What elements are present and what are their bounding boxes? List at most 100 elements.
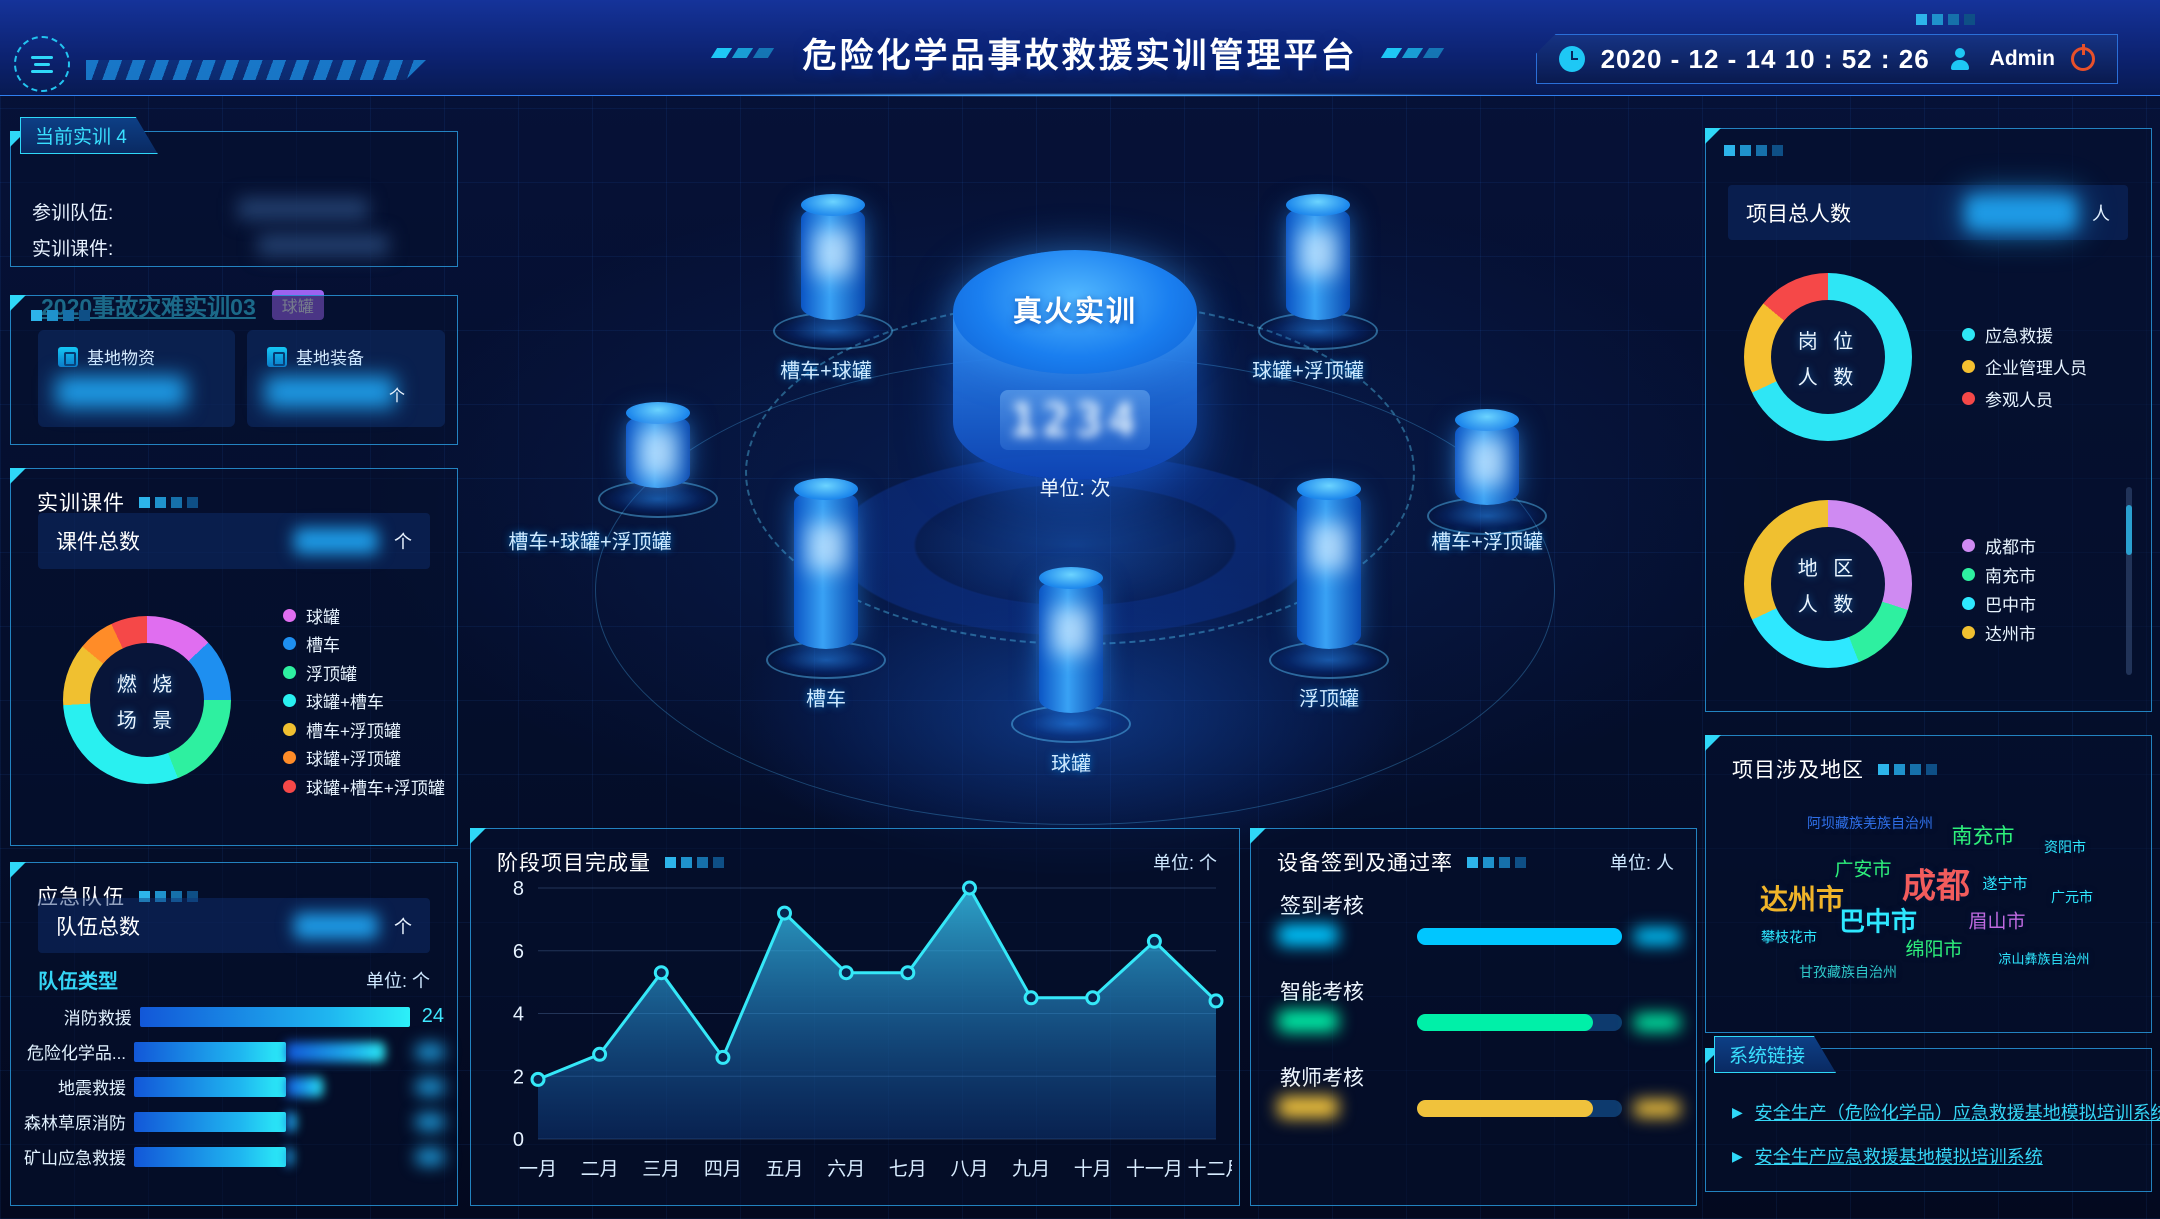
legend-dot-icon: [283, 637, 296, 651]
assessment-count-blurred: [1278, 1010, 1338, 1032]
decor-square: [1926, 763, 1937, 775]
donut-hole: [1771, 300, 1885, 414]
panel-title: 应急队伍: [37, 886, 125, 909]
scrollbar-thumb[interactable]: [2126, 505, 2132, 555]
legend-label: 成都市: [1985, 538, 2036, 557]
cloud-word: 凉山彝族自治州: [1998, 951, 2090, 967]
assessment-row: 签到考核: [1272, 888, 1702, 974]
decor-square: [1964, 14, 1975, 25]
panel-region-cloud: 项目涉及地区: [1705, 735, 2152, 1033]
progress-track: [1417, 1100, 1622, 1117]
total-unit: 人: [2092, 203, 2110, 224]
progress-fill: [1417, 1014, 1594, 1031]
team-bar-row: 矿山应急救援: [24, 1139, 444, 1174]
people-total-row: 项目总人数 人: [1728, 185, 2128, 240]
legend-item: 球罐: [283, 601, 445, 630]
legend-dot-icon: [283, 665, 296, 679]
post-count-legend: 应急救援 企业管理人员 参观人员: [1962, 318, 2087, 414]
cylinder-cap: [1039, 567, 1103, 589]
power-icon[interactable]: [2071, 44, 2095, 71]
decor-square: [79, 310, 90, 321]
svg-text:四月: 四月: [704, 1159, 742, 1180]
system-link[interactable]: ▶ 安全生产应急救援基地模拟培训系统: [1732, 1134, 2132, 1178]
decor-square: [171, 890, 182, 902]
assessment-progress-list: 签到考核 智能考核 教师考核: [1272, 888, 1702, 1146]
region-word-cloud: 阿坝藏族羌族自治州 南充市 资阳市 广安市 成都 遂宁市 广元市 达州市 巴中市 眉山市 攀枝花市绵…: [1705, 735, 2152, 1033]
cylinder-value-blurred: [1299, 230, 1337, 277]
triangle-bullet-icon: ▶: [1732, 1103, 1743, 1120]
field-value-blurred: [258, 234, 388, 256]
decor-square: [187, 496, 198, 508]
svg-text:4: 4: [513, 1004, 524, 1026]
stat-card-equipment: 基地装备 个: [247, 330, 445, 427]
cloud-word: 攀枝花市: [1761, 929, 1817, 945]
header-decor-stripes: [86, 60, 426, 80]
team-bar-chart: 消防救援 24 危险化学品... 地震救援 森林草原消防 矿山应急救援: [24, 999, 444, 1174]
panel-decor-squares: [1467, 856, 1531, 868]
cylinder-cap: [801, 194, 865, 216]
legend-dot-icon: [283, 779, 296, 793]
cloud-word: 资阳市: [2044, 839, 2086, 855]
supplies-icon: [58, 346, 78, 367]
assessment-rate-blurred: [1634, 1100, 1680, 1117]
panel-decor-squares: [1724, 145, 1788, 156]
scrollbar: [2126, 487, 2132, 675]
team-bar: [134, 1111, 406, 1132]
legend-item: 达州市: [1962, 618, 2036, 647]
assessment-label: 智能考核: [1280, 981, 1364, 1004]
datetime-label: 2020 - 12 - 14 10 : 52 : 26: [1600, 43, 1930, 74]
menu-icon[interactable]: [14, 36, 70, 92]
cylinder-base: [1269, 641, 1389, 679]
decor-square: [139, 496, 150, 508]
system-link-label: 安全生产应急救援基地模拟培训系统: [1754, 1147, 2043, 1167]
team-bar: [134, 1076, 406, 1097]
cylinder-value-blurred: [807, 524, 845, 571]
header-decor-squares: [1916, 14, 1980, 25]
svg-text:七月: 七月: [889, 1158, 927, 1180]
tab-current-training: 当前实训 4: [20, 117, 158, 154]
unit-label: 单位: 人: [1609, 853, 1674, 873]
burning-scene-legend: 球罐 槽车 浮顶罐 球罐+槽车 槽车+浮顶罐 球罐+浮顶罐 球罐+槽车+浮顶罐: [283, 601, 445, 801]
legend-label: 南充市: [1985, 567, 2036, 586]
cylinder-cap: [626, 402, 690, 424]
total-value-blurred: [294, 912, 378, 939]
cylinder-base: [1011, 705, 1131, 743]
cylinder-label: 球罐+浮顶罐: [1252, 360, 1364, 383]
legend-dot-icon: [1962, 597, 1975, 610]
header-title-row: 危险化学品事故救援实训管理平台: [0, 28, 2160, 77]
svg-text:三月: 三月: [642, 1159, 680, 1180]
stat-unit: 个: [389, 388, 406, 405]
assessment-rate-blurred: [1634, 928, 1680, 945]
legend-item: 槽车: [283, 630, 445, 659]
decor-square: [1740, 145, 1751, 156]
legend-dot-icon: [283, 608, 296, 622]
cylinder-cap: [794, 478, 858, 500]
cylinder-value-blurred: [814, 230, 852, 277]
legend-dot-icon: [1962, 391, 1975, 405]
legend-dot-icon: [283, 722, 296, 736]
legend-dot-icon: [1962, 327, 1975, 341]
total-label: 项目总人数: [1746, 202, 1851, 226]
stat-card-supplies: 基地物资: [38, 330, 235, 427]
team-bar-blurred: [286, 1146, 294, 1167]
team-type-label: 队伍类型: [38, 971, 118, 993]
decor-square: [1878, 763, 1889, 775]
svg-text:六月: 六月: [827, 1158, 865, 1180]
team-label: 地震救援: [58, 1079, 127, 1098]
stat-card-label: 基地物资: [87, 349, 155, 368]
legend-dot-icon: [283, 751, 296, 765]
total-value-blurred: [1966, 195, 2076, 230]
system-link[interactable]: ▶ 安全生产（危险化学品）应急救援基地模拟培训系统: [1732, 1090, 2160, 1134]
tab-system-links: 系统链接: [1714, 1036, 1836, 1073]
assessment-count-blurred: [1278, 924, 1338, 946]
team-label: 矿山应急救援: [24, 1149, 127, 1168]
team-bar-row: 地震救援: [24, 1069, 444, 1104]
legend-item: 应急救援: [1962, 318, 2087, 350]
legend-label: 巴中市: [1985, 596, 2036, 615]
team-bar: [134, 1146, 406, 1167]
decor-square: [681, 856, 692, 868]
panel-title: 项目涉及地区: [1732, 759, 1864, 782]
admin-label[interactable]: Admin: [1989, 47, 2055, 70]
svg-text:一月: 一月: [519, 1159, 557, 1180]
